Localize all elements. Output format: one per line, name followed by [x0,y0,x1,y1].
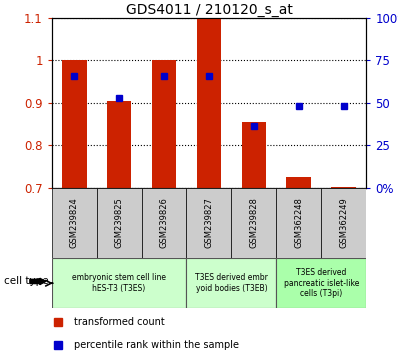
Text: GSM239826: GSM239826 [160,198,168,249]
Text: T3ES derived
pancreatic islet-like
cells (T3pi): T3ES derived pancreatic islet-like cells… [283,268,359,298]
Text: T3ES derived embr
yoid bodies (T3EB): T3ES derived embr yoid bodies (T3EB) [195,274,268,293]
Bar [62,60,86,188]
Bar [287,177,311,188]
Text: GSM239825: GSM239825 [115,198,124,249]
Bar [52,188,97,258]
Text: GSM362249: GSM362249 [339,198,348,249]
Bar [276,258,366,308]
Text: embryonic stem cell line
hES-T3 (T3ES): embryonic stem cell line hES-T3 (T3ES) [72,274,166,293]
Text: percentile rank within the sample: percentile rank within the sample [74,340,239,350]
Bar [332,187,356,188]
Bar [97,188,142,258]
Bar [52,258,187,308]
Bar [231,188,276,258]
Text: cell type: cell type [4,276,49,286]
Text: GSM239828: GSM239828 [250,198,258,249]
Bar [152,60,176,188]
Text: GSM239827: GSM239827 [205,198,213,249]
Bar [187,258,276,308]
Bar [321,188,366,258]
Bar [107,101,131,188]
Bar [276,188,321,258]
Bar [197,18,221,188]
Text: transformed count: transformed count [74,317,164,327]
Text: GSM239824: GSM239824 [70,198,79,249]
Bar [142,188,187,258]
Bar [242,122,266,188]
Bar [187,188,231,258]
Text: GSM362248: GSM362248 [294,198,303,249]
Title: GDS4011 / 210120_s_at: GDS4011 / 210120_s_at [125,3,293,17]
